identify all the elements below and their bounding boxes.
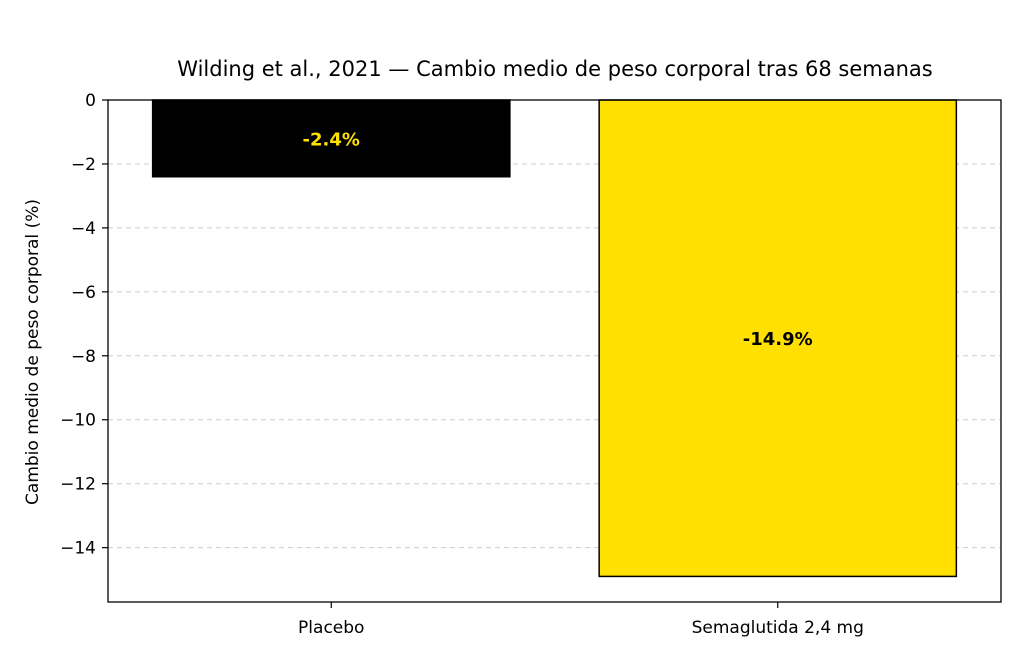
bar-semaglutida [598, 99, 958, 578]
bar-placebo [151, 99, 511, 178]
y-axis-label: Cambio medio de peso corporal (%) [23, 199, 43, 505]
y-tick-label: −2 [71, 155, 96, 175]
y-tick-label: −4 [71, 219, 96, 239]
y-tick-label: 0 [85, 91, 96, 111]
chart-title: Wilding et al., 2021 — Cambio medio de p… [177, 57, 932, 81]
bar-value-label: -2.4% [303, 129, 360, 150]
x-tick-label: Placebo [298, 618, 364, 638]
x-tick-label: Semaglutida 2,4 mg [692, 618, 864, 638]
y-tick-label: −8 [71, 347, 96, 367]
y-tick-label: −6 [71, 283, 96, 303]
y-axis-ticks: 0 −2 −4 −6 −8 −10 −12 −14 [60, 91, 108, 559]
bar-data-labels: -2.4% -14.9% [303, 129, 813, 350]
plot-frame [107, 99, 1002, 603]
y-tick-label: −10 [60, 411, 96, 431]
bars [151, 99, 958, 578]
y-tick-label: −14 [60, 539, 96, 559]
x-axis-ticks: Placebo Semaglutida 2,4 mg [298, 602, 864, 638]
bar-value-label: -14.9% [743, 329, 813, 350]
y-tick-label: −12 [60, 475, 96, 495]
